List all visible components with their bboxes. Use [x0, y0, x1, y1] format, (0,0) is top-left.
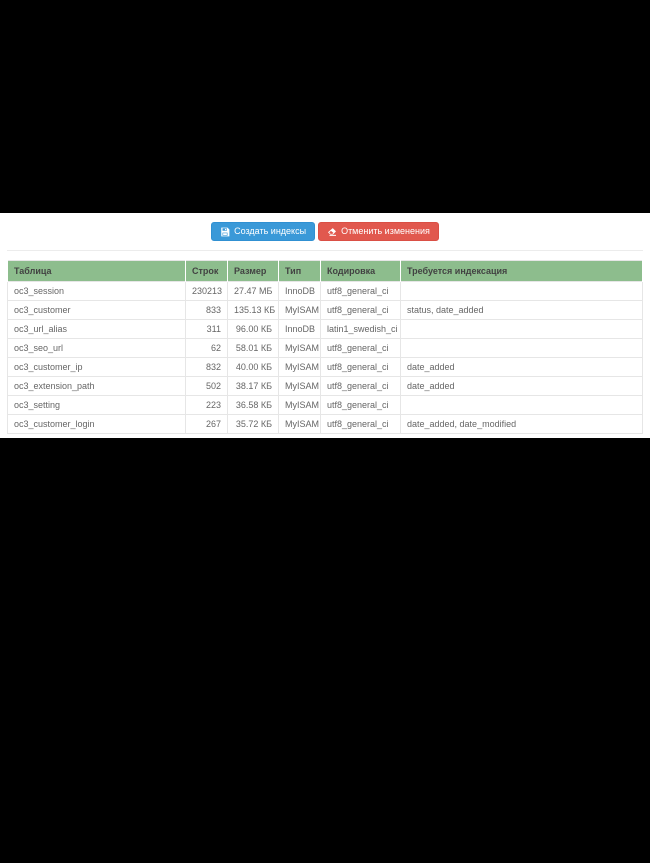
table-row: oc3_extension_path 502 38.17 КБ MyISAM u… [7, 376, 643, 396]
cell-indexation [400, 281, 643, 301]
cell-row-count: 311 [185, 319, 228, 339]
cancel-changes-button[interactable]: Отменить изменения [318, 222, 439, 241]
cell-table-name: oc3_setting [7, 395, 186, 415]
cell-collation: utf8_general_ci [320, 414, 401, 434]
cell-indexation: date_added [400, 357, 643, 377]
column-header-rows: Строк [185, 260, 228, 282]
cell-table-name: oc3_customer_login [7, 414, 186, 434]
cell-table-name: oc3_customer [7, 300, 186, 320]
create-indexes-label: Создать индексы [234, 226, 307, 236]
cell-indexation [400, 395, 643, 415]
cell-size: 135.13 КБ [227, 300, 279, 320]
tables-index-table: Таблица Строк Размер Тип Кодировка Требу… [7, 260, 643, 434]
cell-size: 40.00 КБ [227, 357, 279, 377]
cell-engine: MyISAM [278, 395, 321, 415]
cell-indexation: status, date_added [400, 300, 643, 320]
cell-row-count: 502 [185, 376, 228, 396]
cell-row-count: 230213 [185, 281, 228, 301]
cell-engine: InnoDB [278, 319, 321, 339]
cell-engine: MyISAM [278, 357, 321, 377]
cell-collation: utf8_general_ci [320, 395, 401, 415]
cell-indexation [400, 319, 643, 339]
cell-size: 58.01 КБ [227, 338, 279, 358]
cell-collation: utf8_general_ci [320, 281, 401, 301]
divider [7, 250, 643, 251]
cell-size: 38.17 КБ [227, 376, 279, 396]
cell-size: 35.72 КБ [227, 414, 279, 434]
cell-size: 36.58 КБ [227, 395, 279, 415]
cell-size: 96.00 КБ [227, 319, 279, 339]
cell-collation: utf8_general_ci [320, 300, 401, 320]
cell-collation: utf8_general_ci [320, 357, 401, 377]
cell-table-name: oc3_url_alias [7, 319, 186, 339]
cell-table-name: oc3_seo_url [7, 338, 186, 358]
cell-row-count: 62 [185, 338, 228, 358]
cell-engine: MyISAM [278, 376, 321, 396]
table-row: oc3_customer_login 267 35.72 КБ MyISAM u… [7, 414, 643, 434]
cell-engine: MyISAM [278, 300, 321, 320]
cell-size: 27.47 МБ [227, 281, 279, 301]
column-header-indexation: Требуется индексация [400, 260, 643, 282]
create-indexes-button[interactable]: Создать индексы [211, 222, 316, 241]
cell-indexation: date_added, date_modified [400, 414, 643, 434]
cell-row-count: 267 [185, 414, 228, 434]
eraser-icon [327, 227, 337, 237]
cell-table-name: oc3_extension_path [7, 376, 186, 396]
cell-engine: InnoDB [278, 281, 321, 301]
cell-collation: utf8_general_ci [320, 376, 401, 396]
column-header-type: Тип [278, 260, 321, 282]
table-row: oc3_url_alias 311 96.00 КБ InnoDB latin1… [7, 319, 643, 339]
cell-table-name: oc3_customer_ip [7, 357, 186, 377]
table-row: oc3_session 230213 27.47 МБ InnoDB utf8_… [7, 281, 643, 301]
cell-indexation [400, 338, 643, 358]
save-icon [220, 227, 230, 237]
table-row: oc3_seo_url 62 58.01 КБ MyISAM utf8_gene… [7, 338, 643, 358]
cell-row-count: 223 [185, 395, 228, 415]
table-row: oc3_setting 223 36.58 КБ MyISAM utf8_gen… [7, 395, 643, 415]
cell-table-name: oc3_session [7, 281, 186, 301]
cell-collation: utf8_general_ci [320, 338, 401, 358]
page: { "page": { "background_color": "#000000… [0, 213, 650, 863]
toolbar: Создать индексы Отменить изменения [0, 222, 650, 241]
table-row: oc3_customer 833 135.13 КБ MyISAM utf8_g… [7, 300, 643, 320]
table-header-row: Таблица Строк Размер Тип Кодировка Требу… [7, 260, 643, 282]
column-header-table: Таблица [7, 260, 186, 282]
cell-collation: latin1_swedish_ci [320, 319, 401, 339]
table-row: oc3_customer_ip 832 40.00 КБ MyISAM utf8… [7, 357, 643, 377]
cell-indexation: date_added [400, 376, 643, 396]
column-header-size: Размер [227, 260, 279, 282]
cell-engine: MyISAM [278, 414, 321, 434]
content-panel: Создать индексы Отменить изменения Табли… [0, 213, 650, 438]
cell-row-count: 833 [185, 300, 228, 320]
cell-row-count: 832 [185, 357, 228, 377]
column-header-collation: Кодировка [320, 260, 401, 282]
cancel-changes-label: Отменить изменения [341, 226, 430, 236]
cell-engine: MyISAM [278, 338, 321, 358]
